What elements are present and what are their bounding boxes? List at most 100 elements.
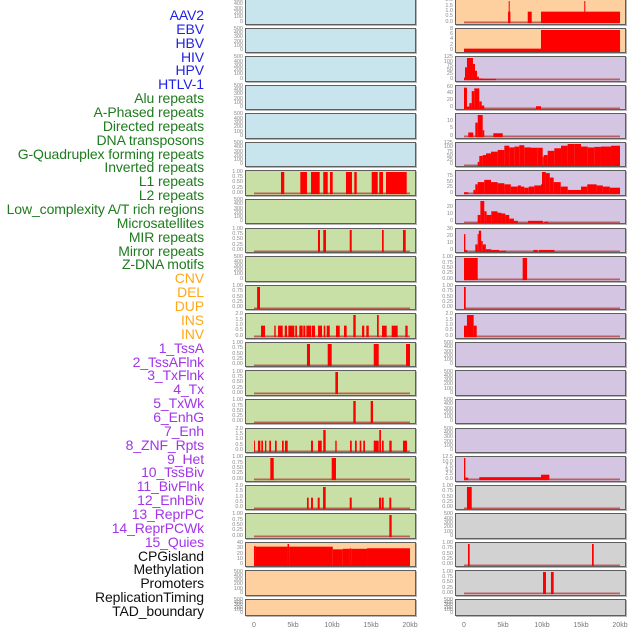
facet-svg — [464, 172, 620, 195]
y-tick-label: 500 — [233, 197, 243, 204]
y-tick-label: 500 — [233, 254, 243, 261]
y-tick-label: 0.75 — [442, 259, 453, 266]
baseline-mark — [464, 307, 620, 309]
bar-mark — [299, 325, 303, 338]
y-tick-label: 200 — [443, 352, 453, 359]
baseline-mark — [254, 307, 410, 309]
facet-panel — [245, 284, 416, 311]
y-tick-label: 300 — [233, 91, 243, 98]
y-tick-label: 1.00 — [232, 511, 243, 518]
bar-mark — [274, 440, 277, 452]
facet-panel — [245, 398, 416, 425]
facet-panel — [245, 313, 416, 339]
bar-mark — [499, 250, 507, 252]
bar-mark — [344, 325, 347, 338]
track-label-list: AAV2 EBV HBV HIV HPV HTLV-1 Alu repeats A-Phase… — [0, 0, 205, 630]
bar-mark — [465, 67, 467, 81]
bar-mark — [554, 148, 562, 166]
bar-mark — [311, 440, 313, 452]
y-tick-label: 20 — [236, 550, 243, 557]
bar-mark — [510, 186, 518, 195]
y-tick-label: 0 — [239, 609, 243, 616]
facet-panel — [245, 0, 416, 25]
bar-mark — [474, 88, 480, 109]
y-tick-label: 200 — [233, 9, 243, 16]
bar-mark — [524, 147, 532, 166]
bar-mark — [477, 182, 485, 195]
facet-svg — [254, 486, 410, 509]
track-label: DNA transposons — [96, 131, 205, 148]
y-tick-label: 0.25 — [232, 241, 243, 248]
y-tick-label: 1.0 — [235, 322, 243, 329]
bar-mark — [335, 325, 340, 338]
y-tick-label: 200 — [233, 209, 243, 216]
facet-svg — [464, 572, 620, 595]
bar-mark — [371, 172, 378, 195]
y-tick-label: 0.50 — [232, 350, 243, 357]
bar-mark — [464, 458, 466, 481]
y-tick-label: 75 — [446, 62, 453, 69]
y-tick-label: 400 — [443, 344, 453, 351]
y-tick-label: 1.0 — [445, 322, 453, 329]
bar-mark — [342, 548, 350, 566]
y-tick-label: 100 — [233, 271, 243, 278]
bar-mark — [533, 249, 538, 252]
y-tick-label: 1.00 — [442, 254, 453, 261]
y-tick-label: 0.50 — [442, 493, 453, 500]
y-tick-label: 0 — [239, 589, 243, 596]
bar-mark — [486, 214, 492, 224]
bar-mark — [477, 161, 480, 166]
bar-mark — [544, 221, 549, 224]
y-tick-label: 0.00 — [232, 475, 243, 482]
y-tick-label: 200 — [443, 524, 453, 531]
y-tick-label: 400 — [233, 258, 243, 265]
y-tick-label: 100 — [443, 357, 453, 364]
bar-mark — [482, 154, 486, 166]
bar-mark — [363, 440, 365, 452]
bar-mark — [323, 486, 326, 509]
y-tick-label: 300 — [233, 5, 243, 12]
bar-mark — [483, 78, 496, 81]
y-tick-label: 500 — [443, 397, 453, 404]
track-label: 15_Quies — [144, 533, 204, 550]
bar-mark — [508, 1, 510, 24]
bar-mark — [477, 233, 479, 252]
bar-mark — [367, 548, 410, 566]
x-tick-label: 0 — [462, 622, 466, 629]
baseline-mark — [254, 450, 410, 452]
y-tick-label: 0.25 — [442, 498, 453, 505]
x-tick-label: 0 — [252, 622, 256, 629]
track-label: A-Phased repeats — [93, 104, 205, 121]
bar-mark — [288, 325, 295, 338]
bar-mark — [349, 497, 352, 509]
y-tick-label: 500 — [233, 568, 243, 575]
bar-mark — [465, 477, 469, 481]
track-label: 14_ReprPCWk — [111, 519, 204, 536]
bar-mark — [609, 188, 620, 195]
facet-svg — [464, 58, 620, 81]
bar-mark — [464, 48, 541, 52]
y-tick-label: 0.75 — [232, 173, 243, 180]
bar-mark — [538, 249, 555, 252]
y-tick-label: 0.0 — [445, 332, 453, 339]
y-tick-label: 0 — [449, 189, 453, 196]
y-tick-label: 100 — [443, 144, 453, 151]
baseline-mark — [464, 335, 620, 338]
y-tick-label: 2 — [449, 41, 453, 48]
bar-mark — [381, 440, 384, 452]
bar-mark — [540, 29, 620, 52]
track-label: 2_TssAFlnk — [132, 353, 204, 370]
bar-mark — [359, 440, 362, 452]
bar-mark — [497, 212, 502, 224]
y-tick-label: 8 — [449, 25, 453, 32]
track-label: Methylation — [133, 561, 205, 578]
bar-mark — [350, 440, 352, 452]
bar-mark — [475, 122, 478, 138]
y-tick-label: 0.75 — [232, 373, 243, 380]
y-tick-label: 20 — [446, 203, 453, 210]
y-tick-label: 500 — [233, 111, 243, 118]
bar-mark — [323, 229, 326, 252]
baseline-mark — [254, 535, 410, 538]
y-tick-label: 200 — [233, 67, 243, 74]
